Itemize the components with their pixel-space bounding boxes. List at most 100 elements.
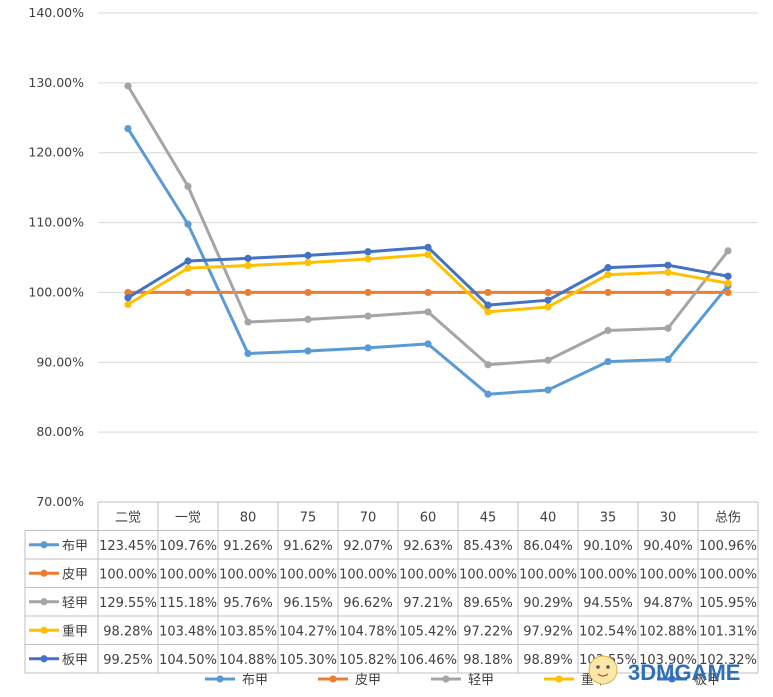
series-line <box>126 84 730 367</box>
data-label: 102.54% <box>579 624 637 639</box>
data-point <box>424 288 432 297</box>
series-布甲 <box>124 125 732 398</box>
watermark-brand-text: 3DMGAME <box>628 660 740 685</box>
x-category-label: 30 <box>660 510 677 525</box>
data-point <box>304 288 312 297</box>
data-label: 102.32% <box>699 653 757 668</box>
data-label: 100.00% <box>159 567 217 582</box>
data-label: 123.45% <box>99 539 157 554</box>
data-point <box>244 318 252 326</box>
data-point <box>124 294 132 302</box>
data-label: 90.10% <box>583 539 633 554</box>
data-label: 105.95% <box>699 596 757 611</box>
legend-label: 布甲 <box>242 673 268 688</box>
data-point <box>484 390 492 398</box>
legend-entry: 布甲 <box>205 673 268 688</box>
x-category-label: 60 <box>420 510 437 525</box>
data-label: 100.00% <box>579 567 637 582</box>
x-category-label: 70 <box>360 510 377 525</box>
data-point <box>244 288 252 297</box>
data-point <box>544 303 552 311</box>
y-tick-label: 90.00% <box>36 354 84 369</box>
data-point <box>124 300 132 309</box>
data-label: 105.42% <box>399 624 457 639</box>
data-point <box>364 312 372 320</box>
data-label: 91.26% <box>223 539 273 554</box>
data-point <box>184 264 192 272</box>
data-point <box>184 288 192 297</box>
data-label: 100.00% <box>519 567 577 582</box>
data-label: 101.31% <box>699 624 757 639</box>
data-label: 103.85% <box>219 624 277 639</box>
data-label: 104.50% <box>159 653 217 668</box>
data-point <box>184 220 192 228</box>
data-label: 104.88% <box>219 653 277 668</box>
data-point <box>424 250 432 259</box>
table-legend-marker <box>40 598 48 606</box>
data-label: 98.28% <box>103 624 153 639</box>
data-point <box>664 288 672 297</box>
y-axis-tick-labels: 70.00% 80.00% 90.00% 100.00% 110.00% 120.00% 1… <box>28 5 84 509</box>
table-row-label: 轻甲 <box>62 596 88 611</box>
data-point <box>484 308 492 316</box>
data-label: 95.76% <box>223 596 273 611</box>
data-label: 97.22% <box>463 624 513 639</box>
data-label: 94.87% <box>643 596 693 611</box>
data-point <box>124 82 132 90</box>
data-label: 97.21% <box>403 596 453 611</box>
series-重甲 <box>124 250 732 316</box>
data-label: 100.00% <box>399 567 457 582</box>
table-row-label: 布甲 <box>62 539 88 554</box>
data-label: 109.76% <box>159 539 217 554</box>
data-point <box>304 258 312 267</box>
data-label: 104.78% <box>339 624 397 639</box>
data-label: 99.25% <box>103 653 153 668</box>
table-legend-marker <box>40 569 48 577</box>
y-tick-label: 120.00% <box>28 145 84 160</box>
data-point <box>484 288 492 297</box>
x-category-label: 40 <box>540 510 557 525</box>
x-category-label: 一觉 <box>175 510 201 525</box>
data-label: 100.00% <box>699 567 757 582</box>
table-legend-marker <box>40 626 48 634</box>
mascot-icon <box>588 655 618 685</box>
data-label: 104.27% <box>279 624 337 639</box>
y-tick-label: 110.00% <box>28 215 84 230</box>
data-point <box>244 349 252 358</box>
data-point <box>184 182 192 190</box>
data-point <box>664 268 672 276</box>
data-point <box>604 357 612 366</box>
data-label: 96.62% <box>343 596 393 611</box>
data-point <box>424 243 432 251</box>
series-line <box>126 127 730 396</box>
x-category-label: 80 <box>240 510 257 525</box>
data-label: 92.07% <box>343 539 393 554</box>
data-label: 100.00% <box>99 567 157 582</box>
legend-label: 板甲 <box>694 673 720 688</box>
data-point <box>544 288 552 297</box>
data-point <box>604 271 612 279</box>
table-row-label: 板甲 <box>62 653 88 668</box>
data-point <box>484 301 492 309</box>
data-point <box>124 125 132 133</box>
data-point <box>604 326 612 335</box>
data-label: 100.00% <box>279 567 337 582</box>
y-tick-label: 70.00% <box>36 494 84 509</box>
series-皮甲 <box>124 288 732 297</box>
series-lines <box>124 82 732 398</box>
data-label: 90.40% <box>643 539 693 554</box>
legend-label: 轻甲 <box>468 673 494 688</box>
data-point <box>484 361 492 369</box>
data-label: 90.29% <box>523 596 573 611</box>
legend-entry: 板甲 <box>657 673 720 688</box>
watermark-logo: 3DMGAME <box>588 655 740 685</box>
y-tick-label: 130.00% <box>28 75 84 90</box>
data-point <box>664 324 672 332</box>
data-point <box>124 288 132 297</box>
data-point <box>304 347 312 355</box>
data-point <box>424 308 432 316</box>
data-point <box>244 254 252 262</box>
data-label: 100.00% <box>339 567 397 582</box>
data-point <box>664 261 672 269</box>
